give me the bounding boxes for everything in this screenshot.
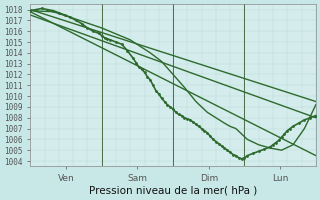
X-axis label: Pression niveau de la mer( hPa ): Pression niveau de la mer( hPa ) (89, 186, 257, 196)
